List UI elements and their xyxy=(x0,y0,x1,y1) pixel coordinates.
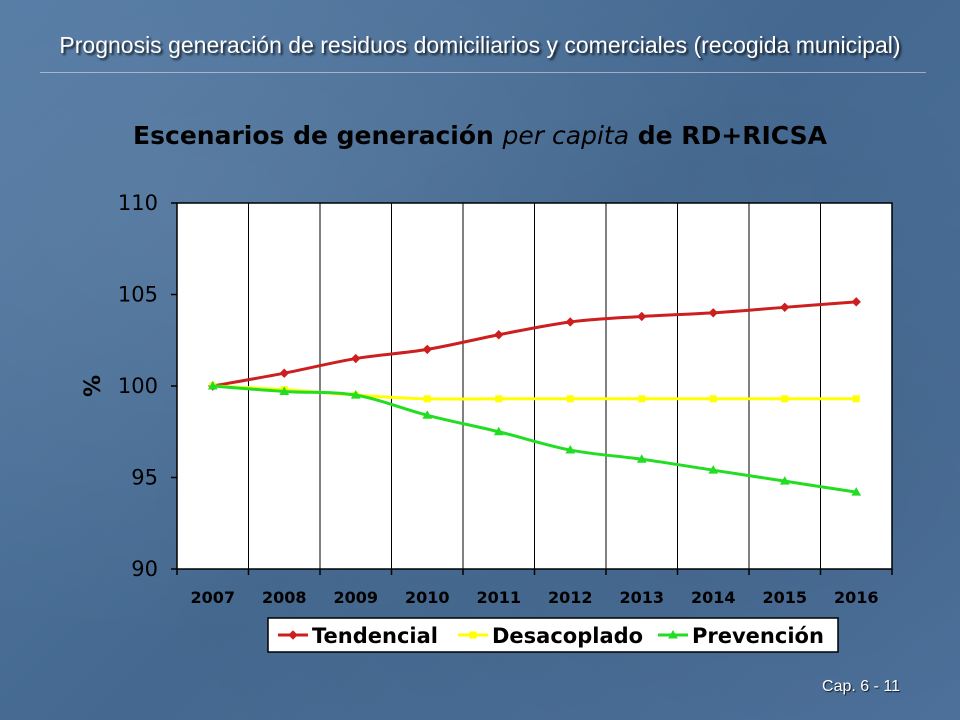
legend-label: Prevención xyxy=(692,624,824,648)
data-point xyxy=(565,445,576,454)
x-tick-label: 2014 xyxy=(691,588,736,607)
data-point xyxy=(495,395,503,403)
x-tick-label: 2015 xyxy=(762,588,807,607)
legend-label: Tendencial xyxy=(312,624,438,648)
series xyxy=(207,297,862,496)
grid xyxy=(248,203,821,569)
data-point xyxy=(493,426,504,436)
x-tick-label: 2010 xyxy=(405,588,450,607)
x-axis-ticks: 2007 2008 2009 2010 2011 2012 2013 2014 2015 2016 xyxy=(176,569,893,607)
y-axis-ticks: 110 105 100 95 90 xyxy=(118,191,177,581)
data-point xyxy=(351,353,361,364)
data-point xyxy=(279,386,290,395)
slide-number: Cap. 6 - 11 xyxy=(822,678,900,695)
data-point xyxy=(779,476,790,485)
y-tick-label: 90 xyxy=(131,557,158,581)
x-tick-label: 2013 xyxy=(619,588,664,607)
legend-item: Desacoplado xyxy=(458,624,643,648)
data-point xyxy=(852,395,860,403)
data-point xyxy=(780,302,790,313)
legend-marker xyxy=(469,631,477,639)
data-point xyxy=(422,410,433,419)
chart-title-part: Escenarios de generación xyxy=(133,121,502,150)
x-tick-label: 2016 xyxy=(834,588,879,607)
data-point xyxy=(422,344,432,355)
data-point xyxy=(423,395,431,403)
data-point xyxy=(708,465,719,474)
title-divider xyxy=(40,72,926,73)
data-point xyxy=(350,390,361,399)
series-line xyxy=(212,384,857,494)
legend-item: Prevención xyxy=(658,624,824,648)
x-tick-label: 2012 xyxy=(548,588,593,607)
data-point xyxy=(637,311,647,322)
x-tick-label: 2007 xyxy=(190,588,235,607)
x-tick-label: 2011 xyxy=(476,588,521,607)
data-point xyxy=(494,330,504,340)
data-point xyxy=(636,454,647,463)
y-tick-label: 110 xyxy=(118,191,158,215)
series-line xyxy=(212,300,857,388)
legend-box xyxy=(267,617,839,653)
series-prevención xyxy=(207,380,862,496)
chart-title-part: de RD+RICSA xyxy=(629,121,828,150)
legend-label: Desacoplado xyxy=(492,624,643,648)
data-point xyxy=(279,368,289,378)
chart-title: Escenarios de generación per capita de R… xyxy=(133,121,828,150)
data-point xyxy=(638,395,646,403)
data-point xyxy=(781,395,789,403)
data-point xyxy=(207,380,218,390)
x-tick-label: 2008 xyxy=(262,588,307,607)
y-tick-label: 95 xyxy=(131,466,158,490)
legend: Tendencial Desacoplado Prevención xyxy=(267,617,839,653)
data-point xyxy=(708,308,718,318)
data-point xyxy=(709,395,717,403)
chart-title-italic-part: per capita xyxy=(502,121,629,150)
legend-item: Tendencial xyxy=(278,624,438,648)
y-tick-label: 105 xyxy=(118,283,158,307)
data-point xyxy=(566,395,574,403)
data-point xyxy=(565,317,575,327)
data-point xyxy=(851,487,862,496)
y-axis-label: % xyxy=(81,375,106,397)
legend-marker xyxy=(288,630,298,640)
x-tick-label: 2009 xyxy=(333,588,378,607)
data-point xyxy=(851,297,861,307)
slide-title: Prognosis generación de residuos domicil… xyxy=(59,32,901,58)
y-tick-label: 100 xyxy=(118,374,158,398)
legend-marker xyxy=(668,629,678,639)
series-tendencial xyxy=(208,297,861,391)
